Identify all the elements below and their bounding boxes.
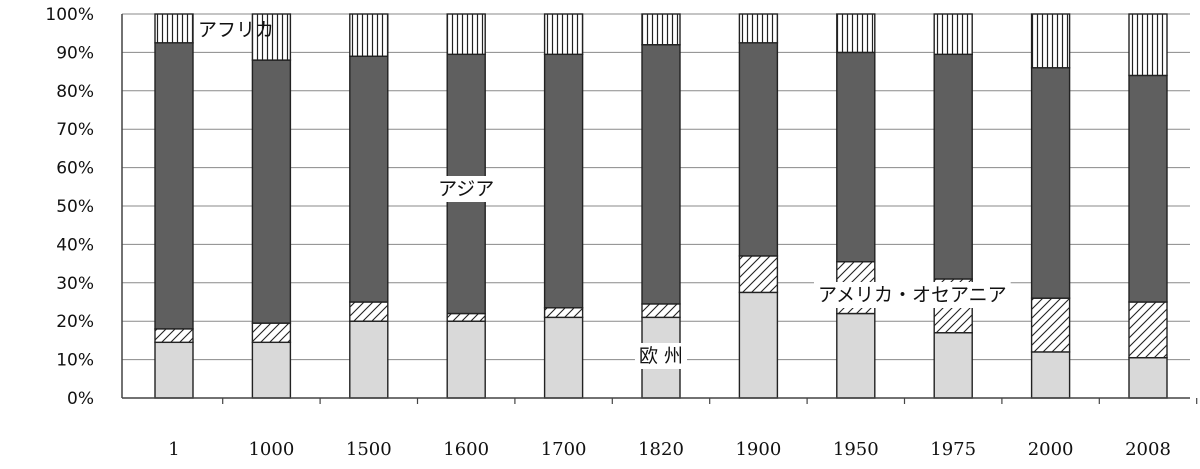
bar-segment-series-1 (738, 255, 779, 294)
bar-segment-series-2 (933, 53, 973, 280)
bar-stack (1030, 13, 1071, 399)
bar-segment-series-2 (543, 53, 584, 309)
bar-stack (641, 13, 681, 399)
bar-segment-series-0 (933, 332, 973, 399)
bar-stack (154, 13, 194, 399)
annotation: アフリカ (198, 19, 274, 41)
bar-stack (349, 13, 389, 399)
annotation-text: アジア (438, 178, 494, 200)
bar-segment-series-1 (641, 303, 681, 319)
annotation-background (814, 282, 1011, 308)
x-tick-label: 1000 (248, 439, 294, 460)
x-tick-label: 1600 (443, 439, 489, 460)
y-tick-label: 30% (56, 274, 94, 294)
x-tick-label: 1 (168, 439, 179, 460)
bar-segment-series-2 (251, 59, 292, 324)
bar-segment-series-3 (933, 13, 973, 56)
bar-segment-series-0 (1030, 351, 1071, 399)
y-tick-label: 90% (56, 43, 94, 63)
bar-segment-series-0 (251, 341, 292, 399)
x-tick-label: 2008 (1125, 439, 1171, 460)
y-tick-label: 50% (56, 197, 94, 217)
y-tick-label: 40% (56, 235, 94, 255)
bar-segment-series-2 (641, 44, 681, 305)
y-tick-label: 70% (56, 120, 94, 140)
bar-segment-series-3 (446, 13, 486, 56)
bar-segment-series-2 (154, 42, 194, 330)
annotation-text: 欧 州 (639, 345, 683, 367)
bar-segment-series-1 (1030, 297, 1071, 353)
annotation-background (634, 343, 688, 369)
bar-segment-series-0 (349, 320, 389, 399)
bar-segment-series-3 (836, 13, 876, 54)
bar-segment-series-3 (251, 13, 292, 61)
bar-segment-series-0 (154, 341, 194, 399)
x-tick-label: 1900 (735, 439, 781, 460)
bar-stack (1128, 13, 1168, 399)
bar-stack (446, 13, 486, 399)
bar-segment-series-3 (738, 13, 779, 44)
y-tick-label: 10% (56, 351, 94, 371)
bar-segment-series-1 (446, 312, 486, 322)
bar-segment-series-3 (349, 13, 389, 57)
annotation-background (434, 176, 499, 202)
x-tick-label: 1700 (541, 439, 587, 460)
bar-segment-series-3 (1030, 13, 1071, 69)
x-tick-label: 1950 (833, 439, 879, 460)
bar-segment-series-0 (738, 291, 779, 399)
annotation: アジア (434, 176, 499, 202)
x-tick-label: 1975 (930, 439, 976, 460)
bar-segment-series-0 (1128, 356, 1168, 399)
annotation: アメリカ・オセアニア (814, 282, 1011, 308)
y-tick-label: 20% (56, 312, 94, 332)
bar-segment-series-3 (154, 13, 194, 44)
bar-segment-series-2 (836, 51, 876, 263)
y-tick-label: 80% (56, 82, 94, 102)
axes (121, 14, 1198, 404)
annotation-text: アフリカ (198, 19, 274, 41)
x-tick-label: 2000 (1028, 439, 1074, 460)
bar-segment-series-3 (1128, 13, 1168, 77)
annotation-text: アメリカ・オセアニア (818, 284, 1007, 306)
bar-segment-series-1 (543, 307, 584, 319)
bar-segment-series-1 (1128, 301, 1168, 359)
annotation: 欧 州 (634, 343, 688, 369)
bar-stack (738, 13, 779, 399)
bar-segment-series-1 (349, 301, 389, 322)
bar-segment-series-1 (154, 328, 194, 344)
bar-stack (543, 13, 584, 399)
bar-segment-series-1 (251, 322, 292, 344)
bar-segment-series-2 (738, 42, 779, 257)
bar-segment-series-0 (543, 316, 584, 399)
bar-stack (251, 13, 292, 399)
bar-segment-series-2 (1030, 67, 1071, 299)
bar-segment-series-2 (1128, 74, 1168, 303)
bar-segment-series-2 (349, 55, 389, 303)
y-tick-label: 100% (45, 5, 94, 25)
bar-segment-series-3 (543, 13, 584, 56)
bar-stack (933, 13, 973, 399)
bar-segment-series-3 (641, 13, 681, 46)
y-tick-label: 60% (56, 159, 94, 179)
x-axis-tick-labels: 1 1000 1500 1600 1700 1820 1900 1950 1975 2000 200… (168, 439, 1171, 460)
y-tick-label: 0% (67, 389, 94, 409)
y-axis-tick-labels: 0% 10% 20% 30% 40% 50% 60% 70% 80% 90% 100% (45, 5, 94, 409)
x-tick-label: 1500 (346, 439, 392, 460)
bar-stack (836, 13, 876, 399)
x-tick-label: 1820 (638, 439, 684, 460)
bar-segment-series-0 (446, 320, 486, 399)
bar-segment-series-0 (836, 312, 876, 399)
